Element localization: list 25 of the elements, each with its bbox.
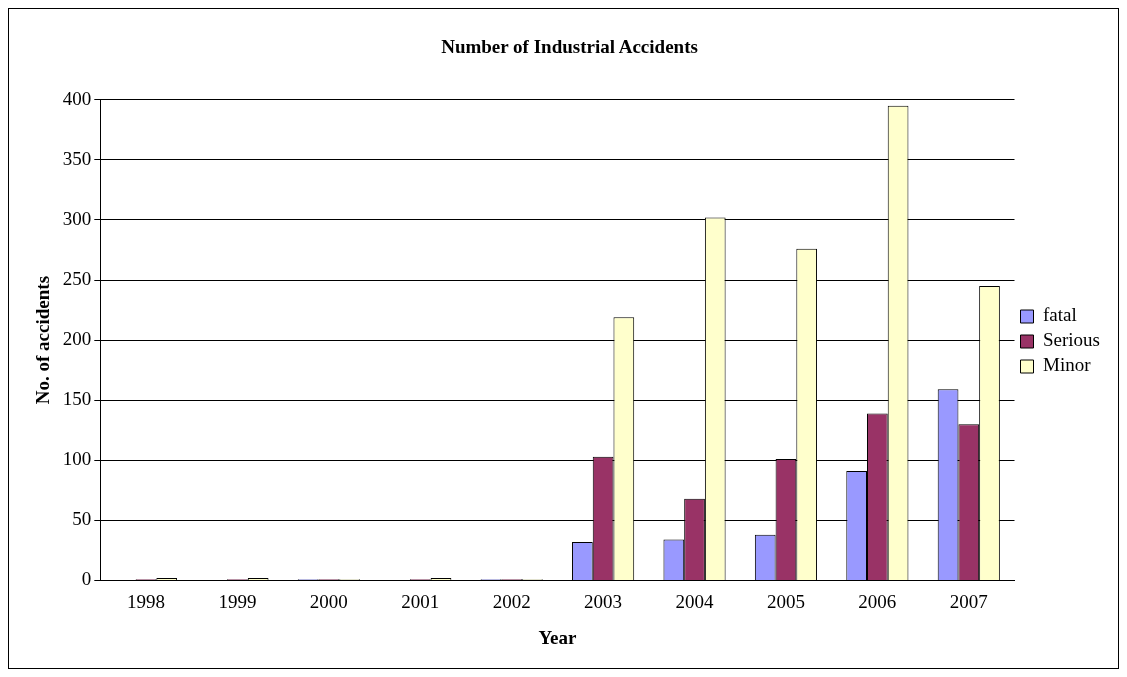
x-tick-label: 1999 xyxy=(218,590,257,612)
y-tick-label: 300 xyxy=(62,207,92,229)
y-tick-label: 150 xyxy=(62,388,92,410)
y-tick-label: 250 xyxy=(62,268,92,290)
legend-label: Serious xyxy=(1043,329,1100,351)
x-axis-title: Year xyxy=(538,626,577,648)
x-tick-label: 2007 xyxy=(949,590,988,612)
y-tick-label: 350 xyxy=(62,147,92,169)
y-tick-label: 100 xyxy=(62,448,92,470)
x-tick-label: 2004 xyxy=(675,590,715,612)
y-tick-label: 200 xyxy=(62,328,92,350)
legend-label: fatal xyxy=(1043,304,1077,326)
legend-label: Minor xyxy=(1043,354,1092,376)
y-axis-title: No. of accidents xyxy=(32,275,54,405)
y-tick-label: 0 xyxy=(81,568,92,590)
y-tick-label: 400 xyxy=(62,87,92,109)
x-tick-label: 1998 xyxy=(127,590,166,612)
x-tick-label: 2003 xyxy=(584,590,623,612)
chart-title: Number of Industrial Accidents xyxy=(441,36,698,58)
x-tick-label: 2002 xyxy=(492,590,531,612)
x-tick-label: 2001 xyxy=(401,590,440,612)
x-tick-label: 2005 xyxy=(766,590,805,612)
x-tick-label: 2000 xyxy=(309,590,348,612)
y-tick-label: 50 xyxy=(72,508,92,530)
x-tick-label: 2006 xyxy=(858,590,897,612)
